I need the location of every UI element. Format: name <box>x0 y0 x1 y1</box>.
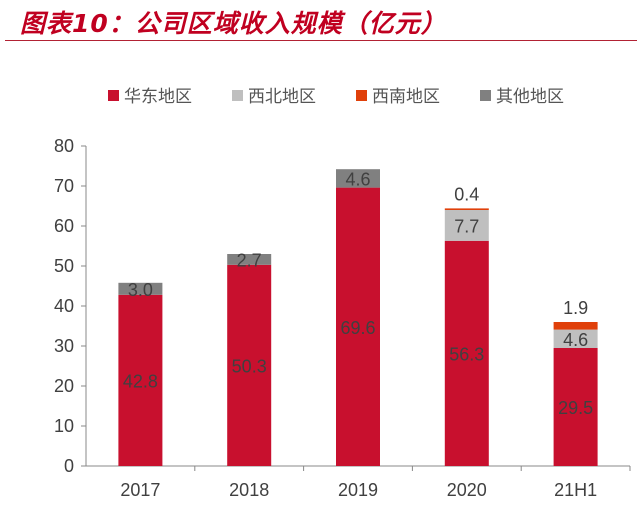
x-tick-label: 2018 <box>229 480 269 500</box>
bar-segment <box>444 240 489 466</box>
y-tick-label: 50 <box>54 256 74 276</box>
bar-segment <box>336 169 380 188</box>
data-label: 0.4 <box>454 184 479 204</box>
legend-swatch <box>480 90 491 101</box>
bar-segment <box>118 282 163 295</box>
y-tick-label: 60 <box>54 216 74 236</box>
bar-segment <box>444 208 489 210</box>
data-label: 2.7 <box>237 250 262 270</box>
x-tick-label: 2017 <box>120 480 160 500</box>
legend-label: 西南地区 <box>372 87 440 107</box>
y-tick-label: 30 <box>54 336 74 356</box>
bar-segment <box>118 294 163 466</box>
x-tick-label: 21H1 <box>554 480 597 500</box>
y-tick-label: 0 <box>64 456 74 476</box>
bar-segment <box>444 210 489 241</box>
y-tick-label: 20 <box>54 376 74 396</box>
bar-segment <box>227 254 272 265</box>
legend-swatch <box>108 90 119 101</box>
bar-segment <box>553 322 598 330</box>
data-label: 29.5 <box>558 398 593 418</box>
y-tick-label: 10 <box>54 416 74 436</box>
y-tick-label: 40 <box>54 296 74 316</box>
data-label: 1.9 <box>563 298 588 318</box>
y-tick-label: 80 <box>54 136 74 156</box>
title-divider <box>5 40 637 41</box>
y-tick-label: 70 <box>54 176 74 196</box>
x-tick-label: 2020 <box>447 480 487 500</box>
data-label: 69.6 <box>340 318 375 338</box>
data-label: 50.3 <box>232 356 267 376</box>
data-label: 4.6 <box>563 330 588 350</box>
legend-label: 西北地区 <box>248 87 316 107</box>
bar-segment <box>553 348 598 466</box>
data-label: 7.7 <box>454 216 479 236</box>
legend-swatch <box>232 90 243 101</box>
data-label: 56.3 <box>449 344 484 364</box>
x-tick-label: 2019 <box>338 480 378 500</box>
legend-swatch <box>356 90 367 101</box>
data-label: 4.6 <box>345 169 370 189</box>
data-label: 42.8 <box>123 371 158 391</box>
bar-segment <box>336 187 380 466</box>
chart-title: 图表10：公司区域收入规模（亿元） <box>20 9 447 38</box>
legend-label: 华东地区 <box>124 87 192 107</box>
bar-segment <box>553 329 598 348</box>
legend-label: 其他地区 <box>496 87 564 107</box>
data-label: 3.0 <box>128 280 153 300</box>
bar-segment <box>227 264 272 466</box>
